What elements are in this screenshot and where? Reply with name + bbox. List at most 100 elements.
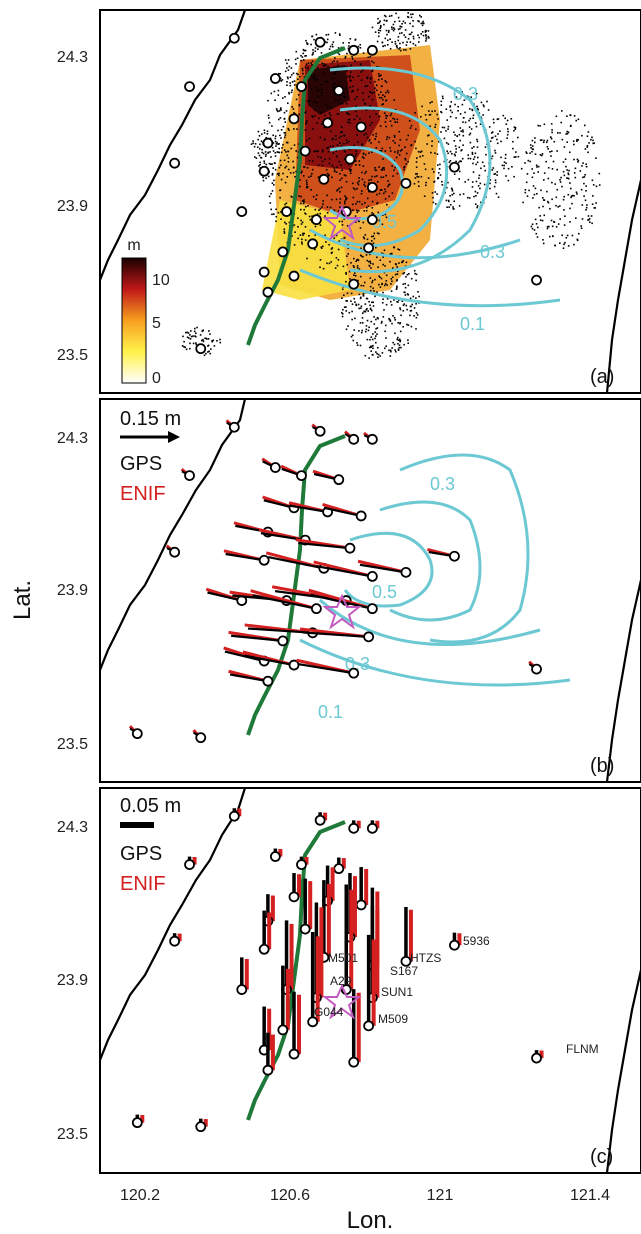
aftershock-dot	[399, 340, 402, 342]
aftershock-dot	[365, 297, 368, 300]
aftershock-dot	[259, 161, 261, 164]
aftershock-dot	[406, 293, 409, 295]
aftershock-dot	[415, 173, 417, 175]
aftershock-dot	[570, 124, 572, 127]
aftershock-dot	[354, 98, 356, 100]
aftershock-dot	[591, 179, 594, 182]
aftershock-dot	[461, 157, 464, 160]
gps-station	[299, 145, 311, 157]
aftershock-dot	[305, 179, 308, 182]
epicenter-star	[322, 983, 362, 1020]
aftershock-dot	[572, 140, 575, 142]
aftershock-dot	[301, 200, 304, 202]
aftershock-dot	[538, 206, 540, 209]
aftershock-dot	[392, 341, 394, 344]
aftershock-dot	[403, 272, 406, 274]
aftershock-dot	[530, 147, 532, 149]
aftershock-dot	[322, 245, 324, 248]
aftershock-dot	[310, 175, 312, 177]
aftershock-dot	[316, 95, 319, 98]
aftershock-dot	[585, 206, 588, 209]
aftershock-dot	[569, 207, 571, 210]
aftershock-dot	[377, 35, 380, 38]
aftershock-dot	[576, 138, 578, 141]
aftershock-dot	[563, 209, 565, 211]
legend-b: 0.15 m GPS ENIF	[120, 408, 181, 505]
aftershock-dot	[401, 32, 403, 34]
aftershock-dot	[275, 145, 277, 147]
aftershock-dot	[386, 33, 388, 36]
fault-trace	[246, 434, 346, 736]
aftershock-dot	[368, 265, 371, 267]
aftershock-dot	[422, 20, 424, 23]
aftershock-dot	[316, 101, 318, 104]
aftershock-dot	[462, 131, 464, 133]
aftershock-dot	[262, 179, 265, 182]
aftershock-dot	[354, 38, 357, 41]
aftershock-dot	[376, 65, 378, 68]
aftershock-dot	[405, 138, 408, 141]
aftershock-dot	[307, 62, 310, 64]
aftershock-dot	[354, 215, 357, 217]
contour-label: 0.3	[430, 474, 455, 494]
aftershock-dot	[351, 303, 354, 305]
aftershock-dot	[388, 195, 390, 198]
aftershock-dot	[382, 298, 384, 300]
aftershock-dot	[514, 126, 517, 129]
aftershock-dot	[428, 134, 430, 136]
aftershock-dot	[263, 129, 266, 132]
aftershock-dot	[380, 24, 382, 27]
aftershock-dot	[522, 201, 524, 204]
aftershock-dot	[352, 339, 355, 342]
aftershock-dot	[397, 322, 399, 324]
aftershock-dot	[268, 162, 271, 165]
aftershock-dot	[334, 32, 337, 34]
aftershock-dot	[428, 110, 430, 112]
aftershock-dot	[475, 180, 478, 183]
aftershock-dot	[351, 334, 354, 337]
aftershock-dot	[554, 244, 556, 247]
aftershock-dot	[341, 297, 343, 299]
aftershock-dot	[381, 41, 384, 44]
aftershock-dot	[537, 165, 540, 168]
aftershock-dot	[384, 265, 386, 267]
aftershock-dot	[339, 198, 342, 200]
aftershock-dot	[185, 348, 188, 351]
aftershock-dot	[352, 89, 354, 92]
aftershock-dot	[365, 309, 367, 311]
aftershock-dot	[201, 339, 203, 342]
aftershock-dot	[295, 150, 297, 152]
aftershock-dot	[497, 196, 500, 198]
aftershock-dot	[531, 145, 534, 147]
aftershock-dot	[396, 300, 398, 303]
aftershock-dot	[187, 332, 190, 334]
aftershock-dot	[381, 352, 384, 354]
aftershock-dot	[330, 248, 333, 250]
x-tick-label: 121.4	[570, 1187, 610, 1204]
aftershock-dot	[392, 175, 394, 177]
aftershock-dot	[320, 88, 323, 91]
aftershock-dot	[291, 81, 294, 83]
aftershock-dot	[402, 272, 404, 275]
aftershock-dot	[371, 240, 373, 242]
aftershock-dot	[379, 276, 381, 278]
aftershock-dot	[390, 290, 393, 292]
panel-b: 0.3 0.5 0.3 0.1 0.15 m GPS ENIF (b) 24.3…	[57, 398, 641, 783]
aftershock-dot	[368, 182, 370, 184]
aftershock-dot	[540, 189, 542, 192]
aftershock-dot	[377, 346, 379, 349]
aftershock-dot	[267, 114, 270, 117]
aftershock-dot	[404, 157, 406, 160]
aftershock-dot	[564, 158, 567, 160]
gps-station	[363, 631, 375, 643]
aftershock-dot	[286, 62, 288, 65]
gps-vector	[315, 564, 373, 578]
aftershock-dot	[362, 256, 364, 258]
aftershock-dot	[391, 347, 393, 349]
aftershock-dot	[447, 125, 450, 128]
aftershock-dot	[425, 40, 427, 42]
aftershock-dot	[365, 328, 368, 331]
aftershock-dot	[405, 152, 408, 155]
aftershock-dot	[292, 72, 295, 74]
aftershock-dot	[374, 175, 376, 178]
